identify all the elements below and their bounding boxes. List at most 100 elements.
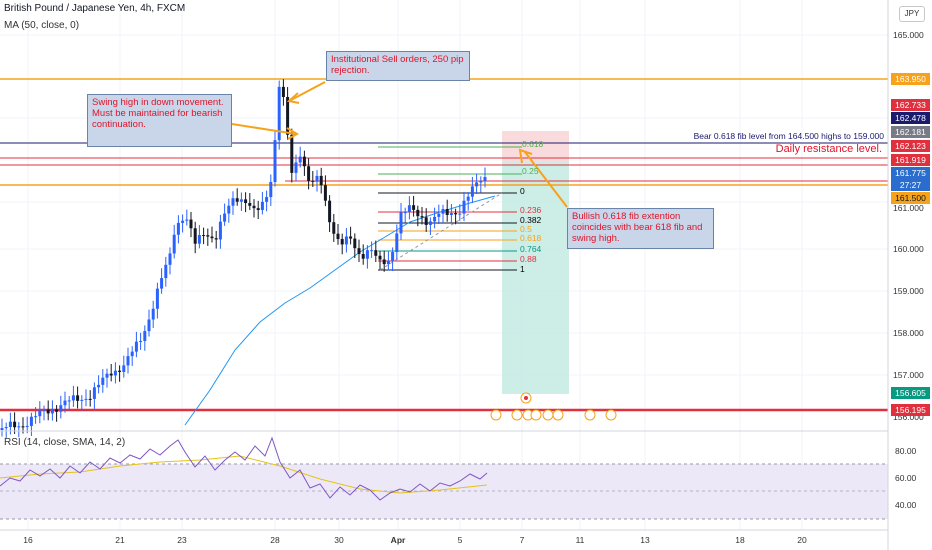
candle-body: [189, 219, 193, 229]
candle-body: [118, 370, 122, 372]
annotation-institutional[interactable]: Institutional Sell orders, 250 pip rejec…: [326, 51, 470, 81]
time-tick: 20: [797, 535, 807, 545]
candle-body: [399, 212, 403, 234]
candle-body: [483, 177, 487, 182]
price-tick: 165.000: [893, 30, 924, 40]
candle-body: [475, 182, 479, 187]
price-tick: 157.000: [893, 370, 924, 380]
candle-body: [302, 156, 306, 167]
candle-body: [25, 425, 29, 427]
ext-label-025: 0.25: [522, 166, 539, 176]
candle-body: [67, 400, 71, 402]
candle-body: [21, 426, 25, 428]
position-reward-zone[interactable]: [502, 161, 569, 394]
candle-body: [143, 331, 147, 341]
time-tick: 21: [115, 535, 125, 545]
candle-body: [294, 162, 298, 173]
candle-body: [277, 86, 281, 141]
candle-body: [223, 213, 227, 222]
fib-label-0382: 0.382: [520, 215, 542, 225]
candle-body: [155, 288, 159, 309]
candle-body: [147, 319, 151, 332]
candle-body: [353, 238, 357, 249]
time-tick: 28: [270, 535, 280, 545]
fib-label-1: 1: [520, 264, 525, 274]
candle-body: [122, 365, 126, 372]
candle-body: [172, 234, 176, 254]
position-risk-zone[interactable]: [502, 131, 569, 161]
price-tag-156605: 156.605: [891, 387, 930, 399]
candle-body: [462, 200, 466, 214]
candle-body: [202, 235, 206, 237]
candle-body: [13, 421, 17, 428]
candle-body: [134, 341, 138, 352]
candle-body: [34, 416, 38, 418]
candle-body: [265, 197, 269, 202]
candle-body: [323, 185, 327, 201]
candle-body: [88, 398, 92, 400]
candle-body: [244, 199, 248, 204]
candle-body: [4, 427, 8, 429]
fib-label-05: 0.5: [520, 224, 532, 234]
candle-body: [281, 86, 285, 97]
candle-body: [403, 212, 407, 214]
candle-body: [160, 278, 164, 289]
price-tick: 160.000: [893, 244, 924, 254]
candle-body: [445, 209, 449, 215]
price-tag-161500: 161.500: [891, 192, 930, 204]
candle-body: [239, 199, 243, 202]
candle-body: [458, 213, 462, 215]
candle-body: [0, 428, 4, 430]
currency-button[interactable]: JPY: [899, 6, 925, 22]
candle-body: [433, 216, 437, 222]
rsi-tick: 80.00: [895, 446, 917, 456]
candle-body: [428, 221, 432, 225]
candle-body: [92, 387, 96, 399]
candle-body: [315, 175, 319, 182]
candle-body: [105, 373, 109, 378]
rsi-indicator-label[interactable]: RSI (14, close, SMA, 14, 2): [4, 437, 126, 448]
candle-body: [46, 409, 50, 414]
annotation-bullish-fib[interactable]: Bullish 0.618 fib extention coincides wi…: [567, 208, 714, 249]
time-tick: 13: [640, 535, 650, 545]
candle-body: [374, 250, 378, 256]
candle-body: [109, 373, 113, 376]
fib-retracement[interactable]: [378, 192, 517, 271]
candle-body: [466, 196, 470, 201]
candle-body: [311, 180, 315, 182]
time-tick: Apr: [390, 535, 406, 545]
event-markers[interactable]: [490, 392, 617, 421]
candle-body: [298, 156, 302, 163]
time-tick: 16: [23, 535, 33, 545]
time-tick: 30: [334, 535, 344, 545]
candle-body: [38, 410, 42, 417]
rsi-tick: 60.00: [895, 473, 917, 483]
ext-label-0618: 0.618: [522, 139, 544, 149]
candle-body: [256, 208, 260, 211]
price-tag-163950: 163.950: [891, 73, 930, 85]
fib-label-0764: 0.764: [520, 244, 542, 254]
candle-body: [412, 205, 416, 210]
candle-body: [290, 134, 294, 173]
candle-body: [8, 421, 12, 428]
candle-body: [139, 340, 143, 342]
candle-body: [42, 409, 46, 411]
ma-indicator-label[interactable]: MA (50, close, 0): [4, 20, 80, 31]
candle-body: [168, 253, 172, 265]
candle-body: [97, 384, 101, 388]
annotation-swing-high[interactable]: Swing high in down movement. Must be mai…: [87, 94, 232, 147]
candle-body: [382, 259, 386, 265]
candle-body: [101, 377, 105, 385]
annotation-bear-fib[interactable]: Bear 0.618 fib level from 164.500 highs …: [693, 131, 884, 141]
candle-body: [151, 308, 155, 320]
price-tag-162478: 162.478: [891, 112, 930, 124]
annotation-arrows: [231, 81, 568, 208]
candle-body: [113, 370, 117, 376]
candle-body: [378, 255, 382, 260]
candle-body: [197, 235, 201, 244]
candle-body: [386, 261, 390, 265]
candle-body: [420, 216, 424, 218]
price-tag-156195: 156.195: [891, 404, 930, 416]
annotation-daily-resistance[interactable]: Daily resistance level.: [775, 143, 882, 155]
